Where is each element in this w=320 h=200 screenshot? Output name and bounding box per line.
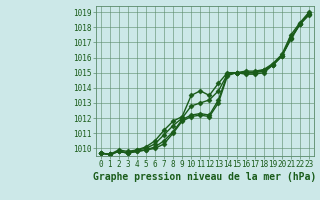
X-axis label: Graphe pression niveau de la mer (hPa): Graphe pression niveau de la mer (hPa) bbox=[93, 172, 316, 182]
